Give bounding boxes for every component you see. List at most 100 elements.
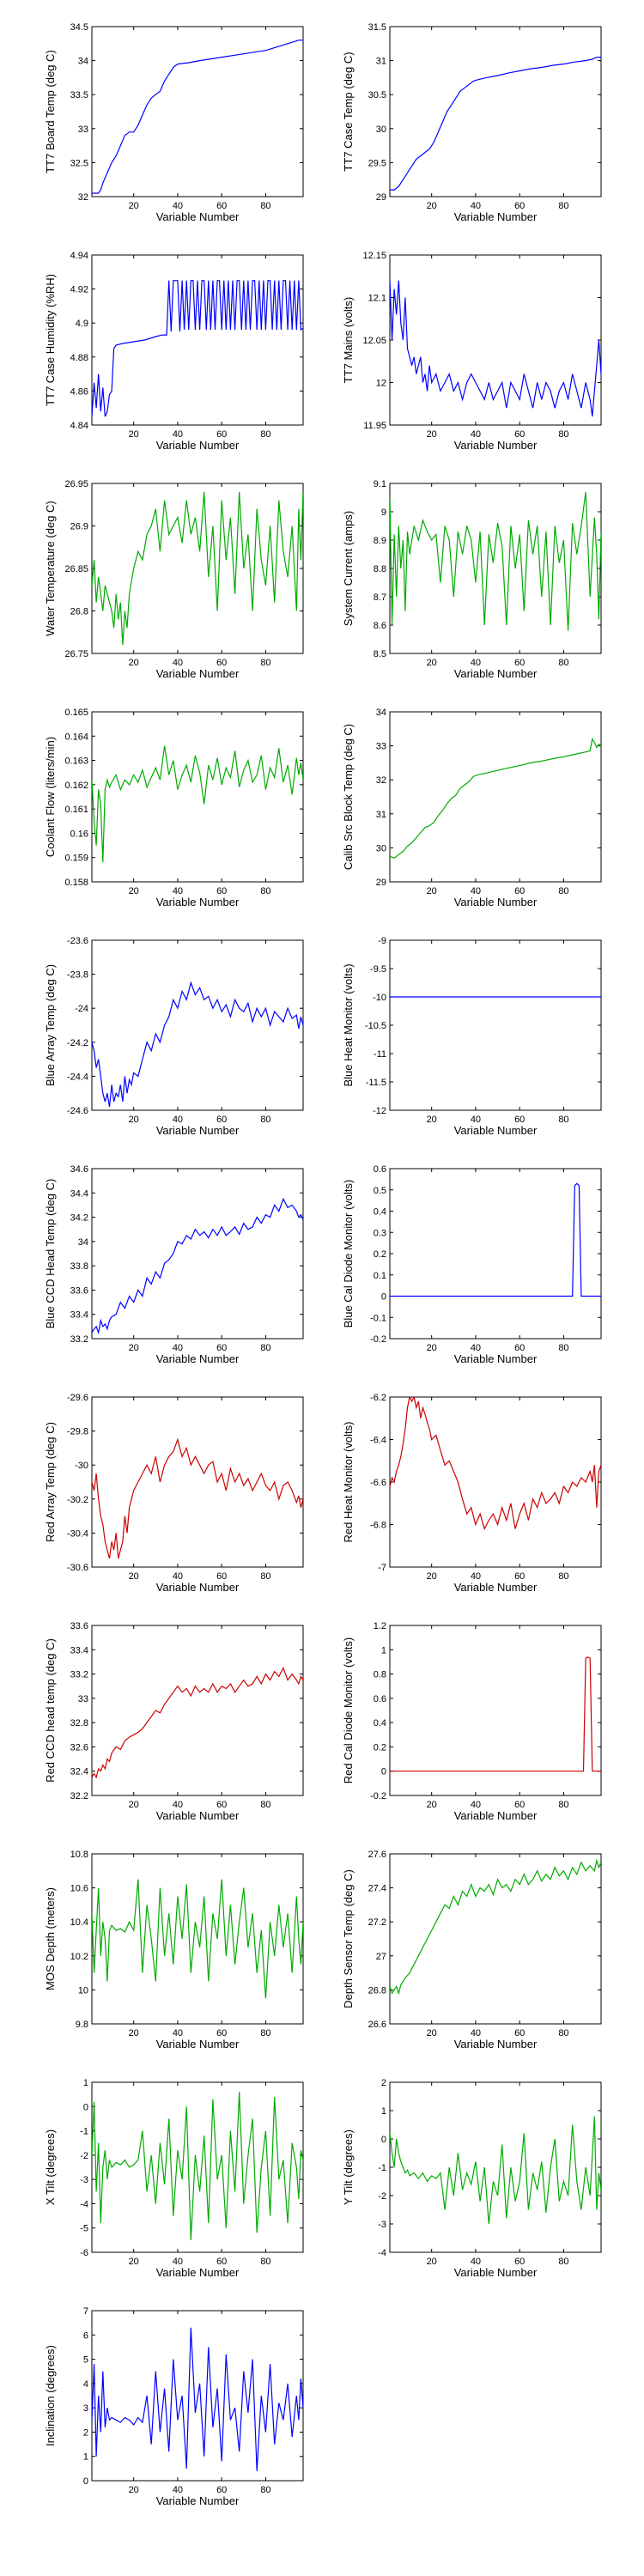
y-tick-label: 33.6 [70,1285,88,1296]
y-tick-label: -24.2 [67,1038,88,1048]
x-tick-label: 40 [173,1800,183,1810]
y-tick-label: 4.84 [70,421,88,431]
y-axis-label: Red Heat Monitor (volts) [342,1422,355,1543]
chart-panel: 20 40 60 80 -0.2 0 0.2 0.4 0.6 0.8 1 1.2 Variable Nu… [342,1621,602,1822]
x-tick-label: 20 [129,2485,139,2495]
y-tick-label: -6 [80,2248,88,2258]
x-tick-label: 80 [260,1571,270,1582]
x-axis-label: Variable Number [454,667,538,680]
x-tick-label: 40 [471,1800,481,1810]
x-axis-label: Variable Number [156,896,240,908]
x-tick-label: 60 [514,1571,525,1582]
y-tick-label: 26.95 [64,479,88,489]
y-axis-label: Blue CCD Head Temp (deg C) [44,1179,57,1329]
x-tick-label: 40 [471,658,481,668]
series-line [92,2092,303,2240]
plot-frame [91,711,304,883]
x-axis-label: Variable Number [454,1809,538,1822]
y-tick-label: 33.6 [70,1621,88,1631]
x-tick-label: 20 [129,201,139,211]
y-tick-label: 33 [78,1694,88,1704]
x-tick-label: 20 [129,2028,139,2038]
y-tick-label: 8.6 [374,621,386,631]
x-tick-label: 60 [216,886,227,896]
y-tick-label: 0.8 [374,1670,386,1680]
y-tick-label: 33.5 [70,90,88,100]
y-tick-label: 9 [381,507,386,518]
x-tick-label: 60 [514,1115,525,1125]
y-tick-label: 26.8 [368,1985,386,1996]
y-tick-label: 34 [78,57,88,67]
y-tick-label: 12.1 [368,294,386,304]
y-tick-label: 11.95 [363,421,386,431]
y-tick-label: -6.8 [370,1521,386,1531]
y-tick-label: 0 [83,2476,88,2487]
y-tick-label: 6 [83,2330,88,2341]
y-tick-label: 27 [376,1952,386,1962]
y-tick-label: 0.163 [64,756,88,767]
chart-panel: 20 40 60 80 26.75 26.8 26.85 26.9 26.95 Variable … [44,479,304,680]
plot-frame [389,483,602,654]
x-tick-label: 60 [216,2485,227,2495]
y-tick-label: 0.162 [64,781,88,791]
y-tick-label: -5 [80,2224,88,2234]
y-tick-label: 34.4 [70,1188,88,1199]
y-tick-label: -30.4 [67,1528,88,1539]
y-tick-label: -7 [378,1563,386,1573]
y-tick-label: 29 [376,192,386,203]
series-line [92,491,303,646]
x-tick-label: 40 [471,1115,481,1125]
y-axis-label: X Tilt (degrees) [44,2129,57,2205]
series-line [390,280,601,417]
x-tick-label: 80 [260,2257,270,2267]
x-tick-label: 80 [260,1115,270,1125]
chart-panel: 20 40 60 80 29 30 31 32 33 34 Variable Number Calib… [342,708,602,908]
y-tick-label: 0 [381,2135,386,2145]
x-axis-label: Variable Number [156,439,240,452]
x-axis-label: Variable Number [156,1809,240,1822]
y-tick-label: -0.2 [370,1334,386,1345]
x-axis-label: Variable Number [156,2266,240,2279]
y-tick-label: 0 [381,1767,386,1777]
plot-frame [91,1853,304,2025]
x-tick-label: 40 [471,429,481,440]
y-tick-label: 34.5 [70,22,88,33]
chart-panel: 20 40 60 80 -12 -11.5 -11 -10.5 -10 -9.5 -9 Variabl… [342,936,602,1137]
y-tick-label: -24 [75,1004,88,1014]
plot-frame [389,711,602,883]
y-tick-label: -9.5 [370,964,386,975]
x-tick-label: 40 [471,201,481,211]
series-line [390,56,601,191]
y-tick-label: -29.8 [67,1427,88,1437]
y-tick-label: 0.16 [70,829,88,839]
y-tick-label: 32.6 [70,1742,88,1753]
y-tick-label: 2 [381,2078,386,2088]
x-tick-label: 80 [558,658,568,668]
series-line [92,981,303,1108]
x-tick-label: 20 [427,1571,437,1582]
y-tick-label: -23.6 [67,936,88,946]
x-tick-label: 80 [558,1800,568,1810]
x-tick-label: 60 [216,1571,227,1582]
plot-frame [389,1853,602,2025]
y-tick-label: -4 [378,2248,386,2258]
y-tick-label: 10.4 [70,1917,88,1928]
y-axis-label: Depth Sensor Temp (deg C) [342,1869,355,2008]
x-tick-label: 20 [129,658,139,668]
y-tick-label: 31 [376,810,386,820]
y-tick-label: 0 [381,1292,386,1303]
y-axis-label: MOS Depth (meters) [44,1887,57,1990]
series-line [92,280,303,417]
y-tick-label: 10.2 [70,1952,88,1962]
x-tick-label: 80 [260,1343,270,1353]
y-tick-label: 0.6 [374,1164,386,1175]
y-tick-label: 27.4 [368,1884,386,1894]
y-tick-label: 1 [83,2078,88,2088]
x-tick-label: 40 [471,2257,481,2267]
y-axis-label: Red Cal Diode Monitor (volts) [342,1637,355,1784]
series-line [390,738,601,859]
chart-panel: 20 40 60 80 -6 -5 -4 -3 -2 -1 0 1 Variable Number X T… [44,2078,304,2279]
y-tick-label: 4.9 [76,319,88,329]
plot-frame [389,254,602,426]
